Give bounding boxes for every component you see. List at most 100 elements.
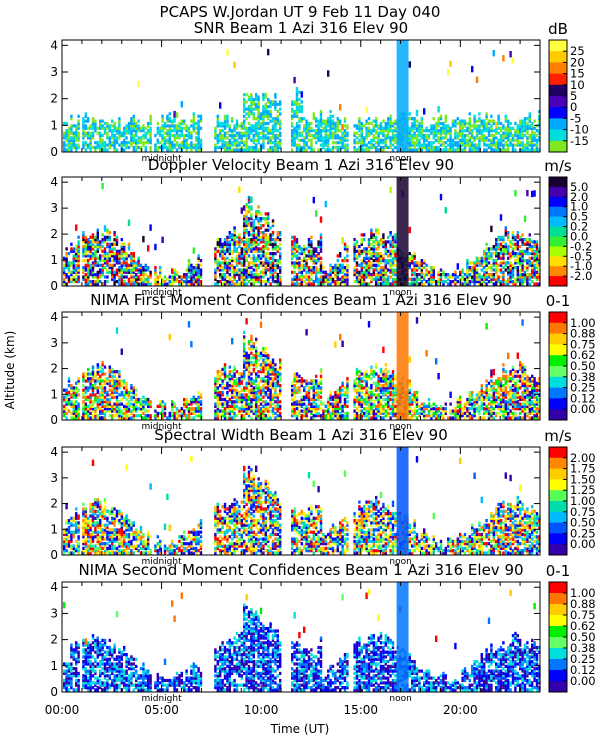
heatmap-cell (319, 117, 323, 121)
heatmap-cell (363, 275, 366, 279)
heatmap-cell (144, 282, 147, 286)
heatmap-cell (243, 240, 246, 244)
heatmap-cell (499, 141, 503, 145)
heatmap-cell (178, 280, 181, 284)
heatmap-cell (307, 275, 311, 279)
heatmap-cell (339, 268, 342, 272)
heatmap-cell (271, 259, 275, 263)
heatmap-cell (75, 145, 78, 150)
heatmap-cell (195, 277, 198, 281)
heatmap-cell (94, 273, 97, 277)
heatmap-cell (156, 411, 159, 415)
heatmap-cell (279, 107, 282, 111)
heatmap-cell (336, 117, 339, 121)
heatmap-cell (214, 259, 217, 263)
heatmap-cell (329, 131, 332, 135)
heatmap-cell (485, 117, 488, 121)
heatmap-cell (310, 126, 313, 130)
heatmap-cell (115, 240, 119, 244)
heatmap-cell (478, 282, 481, 286)
heatmap-cell (511, 143, 515, 147)
heatmap-cell (499, 247, 503, 251)
heatmap-cell (377, 245, 380, 249)
heatmap-cell (89, 126, 92, 130)
heatmap-cell (247, 121, 251, 126)
heatmap-cell (70, 384, 73, 388)
heatmap-cell (346, 247, 349, 251)
heatmap-cell (276, 121, 279, 126)
heatmap-cell (161, 236, 164, 243)
heatmap-cell (197, 136, 200, 140)
heatmap-cell (245, 249, 248, 253)
time-mark-midnight: midnight (142, 154, 183, 164)
heatmap-cell (353, 256, 356, 260)
heatmap-cell (130, 416, 133, 420)
heatmap-cell (437, 121, 440, 126)
heatmap-cell (442, 131, 445, 135)
heatmap-cell (439, 275, 443, 279)
heatmap-cell (276, 129, 279, 133)
heatmap-cell (303, 259, 306, 263)
heatmap-cell (82, 275, 85, 279)
heatmap-cell (235, 133, 239, 138)
heatmap-cell (411, 273, 414, 277)
heatmap-cell (391, 282, 395, 286)
heatmap-cell (293, 126, 296, 130)
heatmap-cell (149, 131, 152, 135)
heatmap-cell (197, 124, 200, 128)
heatmap-cell (384, 249, 387, 253)
heatmap-cell (269, 268, 272, 272)
heatmap-cell (504, 136, 507, 140)
heatmap-cell (156, 141, 159, 145)
heatmap-cell (468, 124, 471, 128)
heatmap-cell (276, 263, 279, 267)
heatmap-cell (372, 133, 375, 138)
heatmap-cell (291, 141, 294, 145)
heatmap-cell (132, 277, 135, 281)
heatmap-cell (291, 254, 294, 258)
heatmap-cell (499, 242, 503, 246)
heatmap-cell (483, 133, 486, 138)
heatmap-cell (84, 266, 87, 270)
heatmap-cell (526, 275, 529, 279)
heatmap-cell (185, 133, 188, 138)
heatmap-cell (336, 270, 339, 274)
heatmap-cell (87, 240, 90, 244)
heatmap-cell (163, 141, 167, 145)
heatmap-cell (175, 131, 179, 135)
heatmap-cell (343, 245, 347, 249)
heatmap-cell (382, 233, 385, 237)
heatmap-cell (456, 145, 459, 150)
heatmap-cell (187, 270, 191, 274)
heatmap-cell (87, 367, 90, 371)
heatmap-cell (319, 109, 323, 114)
heatmap-cell (99, 133, 102, 138)
heatmap-cell (324, 277, 327, 281)
heatmap-cell (317, 240, 320, 244)
heatmap-cell (384, 263, 387, 267)
heatmap-cell (267, 48, 270, 56)
heatmap-cell (75, 136, 78, 140)
colorbar-segment (549, 51, 567, 63)
heatmap-cell (223, 238, 227, 242)
heatmap-cell (63, 263, 66, 267)
heatmap-cell (449, 131, 452, 135)
heatmap-cell (123, 259, 126, 263)
heatmap-cell (257, 273, 260, 277)
heatmap-cell (480, 131, 483, 135)
heatmap-cell (521, 141, 524, 145)
heatmap-cell (130, 275, 133, 279)
heatmap-cell (514, 277, 517, 281)
heatmap-cell (459, 133, 462, 138)
heatmap-cell (413, 280, 416, 284)
heatmap-cell (115, 249, 119, 253)
heatmap-cell (463, 273, 467, 277)
heatmap-cell (118, 400, 121, 404)
heatmap-cell (101, 282, 104, 286)
heatmap-cell (389, 233, 392, 237)
heatmap-cell (252, 219, 255, 223)
heatmap-cell (305, 143, 308, 147)
heatmap-cell (171, 400, 174, 404)
heatmap-cell (216, 238, 219, 242)
